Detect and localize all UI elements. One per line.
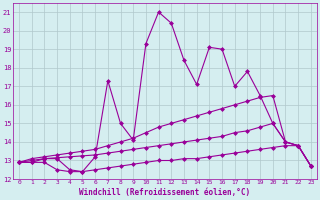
X-axis label: Windchill (Refroidissement éolien,°C): Windchill (Refroidissement éolien,°C) <box>79 188 251 197</box>
